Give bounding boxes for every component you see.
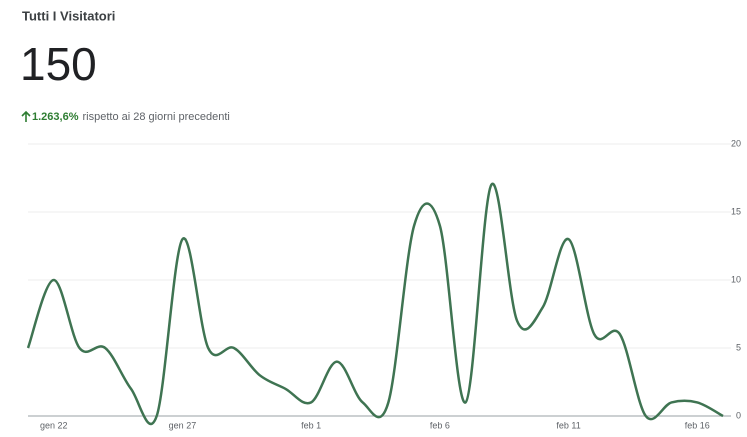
x-tick-label: feb 1 (301, 420, 321, 430)
y-tick-label: 0 (736, 410, 741, 420)
line (26, 182, 724, 426)
x-tick-label: feb 6 (430, 420, 450, 430)
y-tick-label: 10 (731, 274, 741, 284)
total-visitors: 150 (20, 38, 97, 90)
x-tick-label: gen 27 (169, 420, 197, 430)
plot: 0 5 10 15 20 gen 22 gen 27 feb 1 feb 6 feb 11 feb … (26, 138, 741, 430)
y-tick-label: 5 (736, 342, 741, 352)
x-tick-label: feb 16 (685, 420, 710, 430)
comparison-text: rispetto ai 28 giorni precedenti (82, 111, 229, 123)
x-tick-label: gen 22 (40, 420, 68, 430)
up-arrow (21, 110, 31, 122)
y-tick-label: 20 (731, 138, 741, 148)
change-indicator: 1.263,6% rispetto ai 28 giorni precedent… (21, 110, 230, 123)
x-tick-label: feb 11 (556, 420, 580, 430)
change-percent: 1.263,6% (32, 111, 79, 123)
y-tick-label: 15 (731, 206, 741, 216)
card-title: Tutti I Visitatori (22, 8, 115, 23)
